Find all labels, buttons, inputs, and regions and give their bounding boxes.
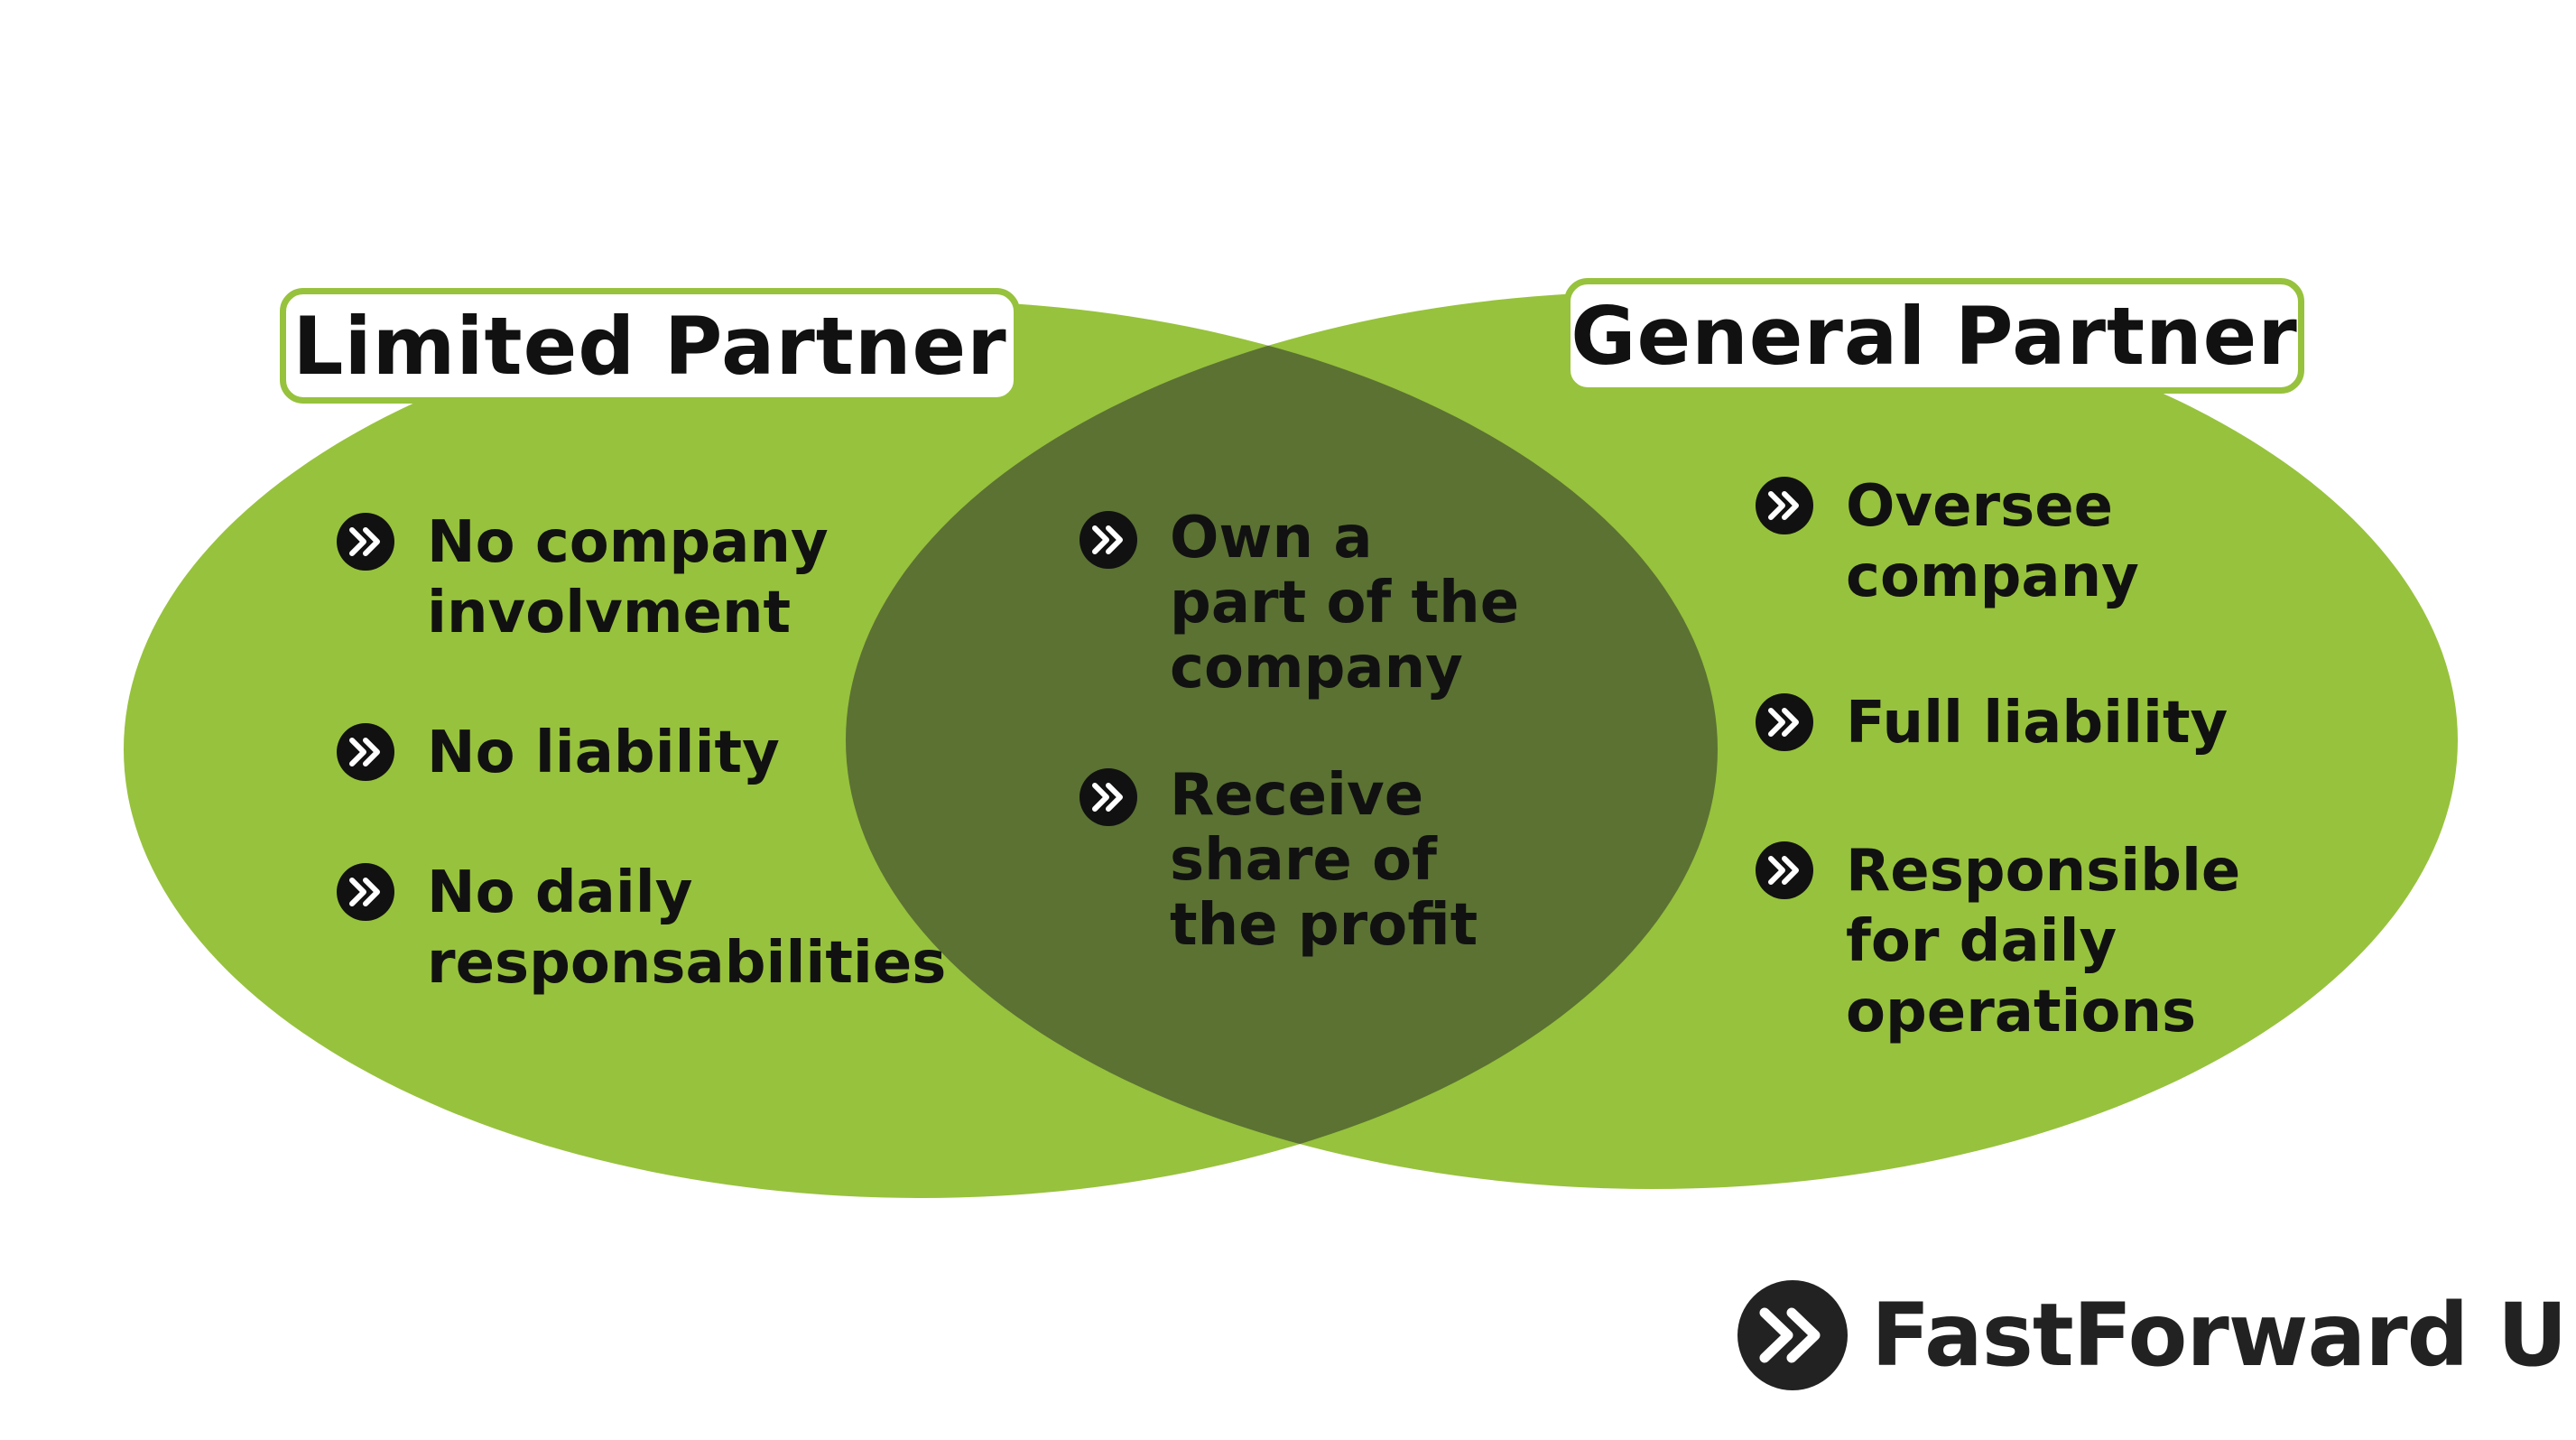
general-item: Oversee company: [1756, 471, 2139, 612]
general-item: Full liability: [1756, 688, 2228, 758]
double-chevron-right-icon: [337, 513, 394, 571]
double-chevron-right-icon: [1756, 693, 1813, 751]
limited-item-text: No liability: [427, 720, 780, 786]
limited-item: No liability: [337, 718, 780, 788]
double-chevron-right-icon: [1756, 841, 1813, 899]
general-item-text: Full liability: [1846, 690, 2229, 757]
double-chevron-right-icon: [337, 863, 394, 921]
limited-item-text: No company involvment: [427, 509, 829, 646]
limited-partner-label: Limited Partner: [280, 288, 1020, 404]
general-partner-label: General Partner: [1564, 278, 2304, 394]
general-item: Responsible for daily operations: [1756, 836, 2240, 1047]
shared-item: Receive share of the profit: [1080, 763, 1478, 958]
logo-text: FastForward U: [1871, 1285, 2568, 1386]
limited-item: No company involvment: [337, 507, 829, 648]
limited-item-text: No daily responsabilities: [427, 859, 947, 997]
double-chevron-right-icon: [1080, 511, 1137, 569]
fastforward-logo: FastForward U: [1737, 1280, 2568, 1390]
shared-item-text: Receive share of the profit: [1170, 762, 1478, 959]
overlap-region: [846, 301, 1718, 1189]
double-chevron-right-icon: [337, 723, 394, 781]
general-item-text: Responsible for daily operations: [1846, 838, 2241, 1045]
shared-item: Own a part of the company: [1080, 506, 1519, 701]
general-item-text: Oversee company: [1846, 473, 2139, 610]
general-partner-title: General Partner: [1571, 289, 2298, 383]
limited-partner-title: Limited Partner: [292, 299, 1007, 393]
double-chevron-right-icon: [1080, 768, 1137, 826]
fastforward-logo-icon: [1737, 1280, 1848, 1390]
limited-item: No daily responsabilities: [337, 858, 946, 999]
double-chevron-right-icon: [1756, 477, 1813, 534]
shared-item-text: Own a part of the company: [1170, 505, 1520, 701]
